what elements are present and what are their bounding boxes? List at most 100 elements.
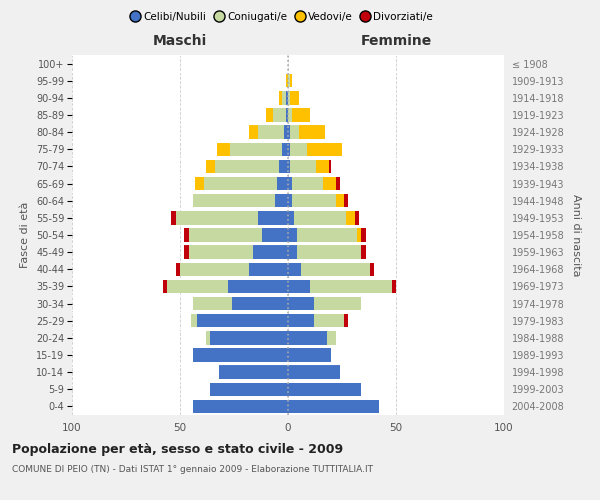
Bar — [219, 366, 288, 379]
Bar — [288, 228, 296, 241]
Bar — [295, 211, 346, 224]
Text: Femmine: Femmine — [361, 34, 431, 48]
Bar — [301, 262, 370, 276]
Bar — [284, 126, 288, 139]
Bar — [172, 211, 176, 224]
Bar — [204, 177, 277, 190]
Y-axis label: Anni di nascita: Anni di nascita — [571, 194, 581, 276]
Bar — [290, 74, 292, 88]
Bar — [357, 228, 361, 241]
Bar — [258, 211, 288, 224]
Bar — [327, 331, 335, 344]
Bar — [230, 142, 281, 156]
Bar — [355, 211, 359, 224]
Bar — [193, 348, 288, 362]
Bar — [176, 262, 180, 276]
Bar — [193, 297, 232, 310]
Bar — [370, 262, 374, 276]
Bar — [288, 280, 310, 293]
Bar — [290, 126, 299, 139]
Y-axis label: Fasce di età: Fasce di età — [20, 202, 31, 268]
Bar — [253, 246, 288, 259]
Text: Popolazione per età, sesso e stato civile - 2009: Popolazione per età, sesso e stato civil… — [12, 442, 343, 456]
Bar — [292, 108, 310, 122]
Bar — [266, 108, 273, 122]
Bar — [286, 91, 288, 104]
Bar — [361, 246, 366, 259]
Bar — [299, 126, 325, 139]
Bar — [316, 160, 329, 173]
Bar — [197, 314, 288, 328]
Bar — [307, 142, 342, 156]
Bar — [184, 228, 188, 241]
Bar — [288, 211, 295, 224]
Bar — [275, 194, 288, 207]
Bar — [193, 194, 275, 207]
Bar — [288, 142, 290, 156]
Bar — [249, 262, 288, 276]
Bar — [281, 142, 288, 156]
Bar — [288, 348, 331, 362]
Bar — [361, 228, 366, 241]
Bar — [193, 400, 288, 413]
Bar — [288, 108, 292, 122]
Bar — [288, 177, 292, 190]
Bar — [286, 108, 288, 122]
Bar — [227, 280, 288, 293]
Bar — [180, 262, 249, 276]
Bar — [281, 91, 286, 104]
Bar — [288, 246, 296, 259]
Bar — [210, 331, 288, 344]
Bar — [288, 297, 314, 310]
Bar — [344, 194, 349, 207]
Bar — [288, 194, 292, 207]
Bar — [346, 211, 355, 224]
Bar — [188, 246, 253, 259]
Bar — [176, 211, 258, 224]
Bar — [258, 126, 284, 139]
Bar — [280, 160, 288, 173]
Bar — [280, 91, 281, 104]
Text: Maschi: Maschi — [153, 34, 207, 48]
Bar — [288, 126, 290, 139]
Bar — [167, 280, 227, 293]
Bar — [206, 331, 210, 344]
Bar — [392, 280, 396, 293]
Bar — [288, 331, 327, 344]
Bar — [277, 177, 288, 190]
Bar — [215, 160, 280, 173]
Bar — [286, 74, 288, 88]
Bar — [290, 142, 307, 156]
Bar — [310, 280, 392, 293]
Bar — [344, 314, 349, 328]
Bar — [273, 108, 286, 122]
Legend: Celibi/Nubili, Coniugati/e, Vedovi/e, Divorziati/e: Celibi/Nubili, Coniugati/e, Vedovi/e, Di… — [127, 8, 437, 26]
Bar — [249, 126, 258, 139]
Bar — [262, 228, 288, 241]
Bar — [188, 228, 262, 241]
Bar — [232, 297, 288, 310]
Bar — [195, 177, 204, 190]
Bar — [323, 177, 335, 190]
Bar — [288, 91, 290, 104]
Bar — [335, 177, 340, 190]
Bar — [314, 314, 344, 328]
Bar — [288, 382, 361, 396]
Bar — [288, 400, 379, 413]
Bar — [210, 382, 288, 396]
Bar — [163, 280, 167, 293]
Bar — [292, 194, 335, 207]
Text: COMUNE DI PEIO (TN) - Dati ISTAT 1° gennaio 2009 - Elaborazione TUTTITALIA.IT: COMUNE DI PEIO (TN) - Dati ISTAT 1° genn… — [12, 465, 373, 474]
Bar — [288, 160, 290, 173]
Bar — [292, 177, 323, 190]
Bar — [296, 246, 361, 259]
Bar — [184, 246, 188, 259]
Bar — [288, 366, 340, 379]
Bar — [206, 160, 215, 173]
Bar — [191, 314, 197, 328]
Bar — [314, 297, 361, 310]
Bar — [296, 228, 357, 241]
Bar — [335, 194, 344, 207]
Bar — [290, 91, 299, 104]
Bar — [217, 142, 230, 156]
